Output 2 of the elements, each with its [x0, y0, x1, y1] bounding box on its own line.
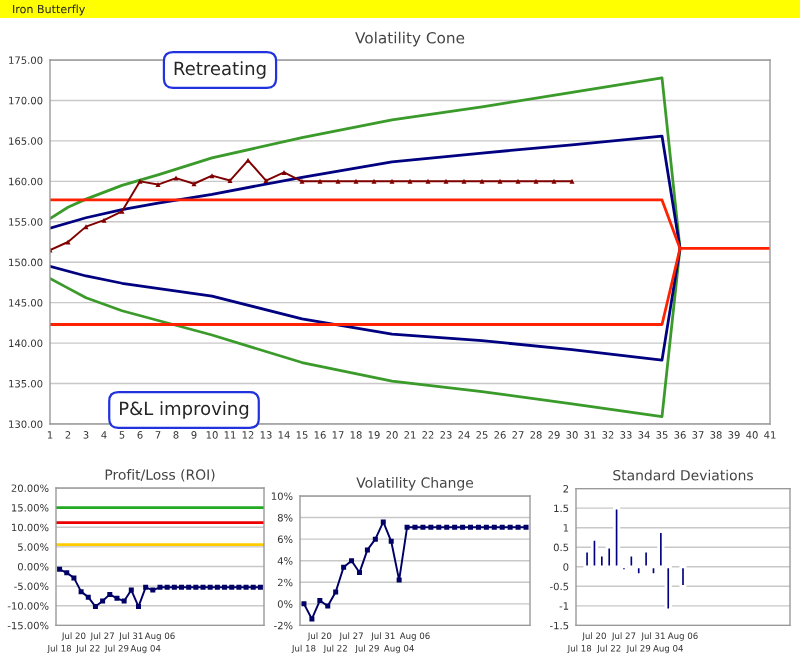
- annotation: P&L improving: [120, 401, 249, 419]
- annotation: Retreating: [174, 61, 266, 79]
